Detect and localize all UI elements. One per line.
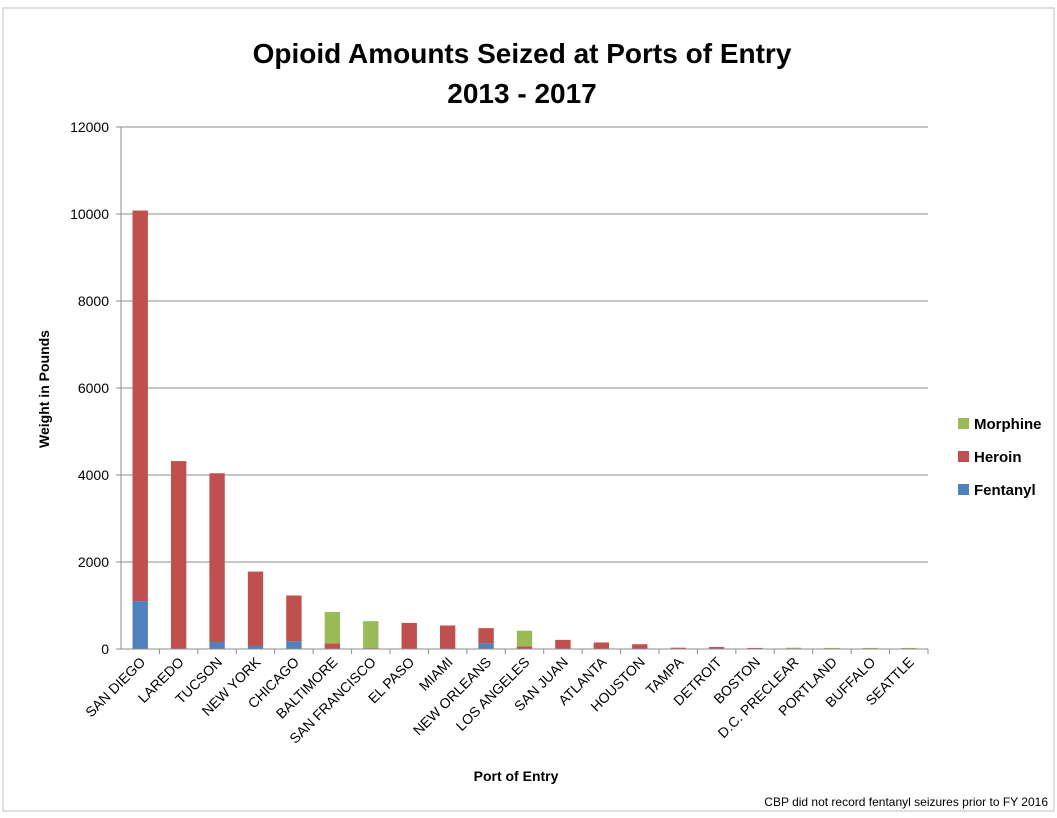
- footnote: CBP did not record fentanyl seizures pri…: [764, 795, 1048, 809]
- bar-morphine: [824, 647, 840, 649]
- bar-morphine: [901, 647, 917, 649]
- bar-morphine: [862, 647, 879, 649]
- bar-heroin: [708, 647, 725, 649]
- y-tick-label: 12000: [70, 119, 109, 135]
- chart-title-line2: 2013 - 2017: [447, 78, 596, 109]
- y-axis-label: Weight in Pounds: [36, 330, 52, 448]
- y-tick-label: 6000: [78, 380, 109, 396]
- y-axis-ticks: 0 2000 4000 6000 8000 10000 12000: [70, 119, 109, 657]
- y-tick-label: 8000: [78, 293, 109, 309]
- bar-heroin: [286, 595, 302, 642]
- legend-swatch-heroin: [958, 451, 969, 462]
- legend-swatch-morphine: [958, 418, 969, 429]
- bars: [132, 210, 917, 650]
- bar-morphine: [324, 612, 341, 644]
- bar-fentanyl: [286, 641, 302, 649]
- bar-heroin: [324, 643, 341, 649]
- bar-fentanyl: [247, 645, 264, 649]
- legend: Morphine Heroin Fentanyl: [958, 416, 1042, 499]
- bar-heroin: [593, 642, 610, 649]
- bar-fentanyl: [132, 601, 148, 649]
- bar-heroin: [632, 644, 648, 649]
- bar-fentanyl: [209, 642, 225, 649]
- chart-title-line1: Opioid Amounts Seized at Ports of Entry: [253, 38, 792, 69]
- bar-morphine: [516, 630, 533, 647]
- bar-fentanyl: [478, 643, 494, 649]
- legend-label-heroin: Heroin: [974, 449, 1022, 466]
- gridlines: [121, 126, 928, 563]
- bar-heroin: [132, 210, 148, 602]
- y-tick-label: 10000: [70, 206, 109, 222]
- bar-heroin: [670, 647, 686, 649]
- y-tick-label: 4000: [78, 467, 109, 483]
- axes: [116, 126, 929, 654]
- y-tick-label: 0: [101, 641, 109, 657]
- legend-label-fentanyl: Fentanyl: [974, 482, 1036, 499]
- bar-heroin: [555, 639, 571, 649]
- bar-heroin: [478, 628, 494, 644]
- bar-morphine: [363, 621, 379, 649]
- bar-heroin: [209, 473, 225, 643]
- bar-heroin: [170, 461, 187, 649]
- chart-border: [2, 7, 1055, 812]
- legend-swatch-fentanyl: [958, 484, 969, 495]
- bar-heroin: [401, 622, 417, 649]
- bar-heroin: [439, 625, 456, 649]
- bar-heroin: [516, 646, 533, 649]
- bar-heroin: [747, 647, 763, 649]
- legend-label-morphine: Morphine: [974, 416, 1042, 433]
- x-axis-label: Port of Entry: [474, 768, 559, 784]
- bar-heroin: [247, 571, 264, 646]
- y-tick-label: 2000: [78, 554, 109, 570]
- bar-morphine: [785, 647, 802, 649]
